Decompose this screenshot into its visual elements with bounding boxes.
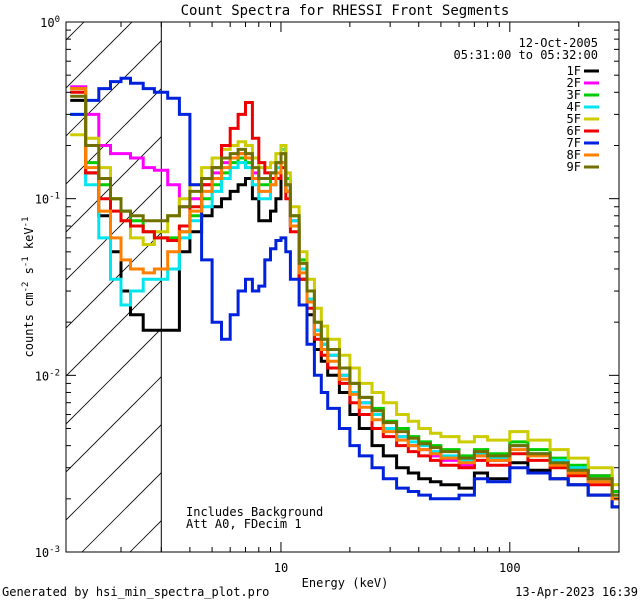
date-label: 12-Oct-2005 <box>519 36 598 50</box>
series-line-1F <box>70 98 619 509</box>
y-tick-label: 10-1 <box>35 192 60 207</box>
annotation-background: Includes Background <box>186 505 323 519</box>
hatched-region <box>66 22 162 552</box>
legend-label-4F: 4F <box>567 100 581 114</box>
hatch-line <box>66 184 162 281</box>
legend-label-6F: 6F <box>567 124 581 138</box>
legend-label-3F: 3F <box>567 88 581 102</box>
legend-label-8F: 8F <box>567 148 581 162</box>
hatch-line <box>66 136 162 233</box>
plot-frame <box>65 21 620 553</box>
series-line-7F <box>70 76 619 509</box>
legend-label-7F: 7F <box>567 136 581 150</box>
hatch-line <box>66 376 162 473</box>
hatch-line <box>66 424 162 521</box>
series-line-6F <box>70 90 619 501</box>
chart-title: Count Spectra for RHESSI Front Segments <box>181 3 510 19</box>
series-line-5F <box>70 133 619 487</box>
legend-label-1F: 1F <box>567 64 581 78</box>
hatch-line <box>66 88 162 185</box>
annotation-attenuator: Att A0, FDecim 1 <box>186 517 302 531</box>
series-line-4F <box>70 112 619 497</box>
y-tick-label: 10-3 <box>35 545 60 560</box>
hatch-line <box>66 280 162 377</box>
series-layer <box>70 76 619 509</box>
series-line-9F <box>70 94 619 497</box>
axis-ticks: 10-3 10-2 10-1 100 10 100 <box>35 15 620 575</box>
footer-generated-by: Generated by hsi_min_spectra_plot.pro <box>2 585 269 599</box>
hatch-line <box>66 40 162 137</box>
legend-label-5F: 5F <box>567 112 581 126</box>
y-tick-label: 100 <box>40 15 60 30</box>
series-line-8F <box>70 87 619 501</box>
hatch-line <box>129 520 162 552</box>
x-tick-label: 10 <box>274 561 288 575</box>
footer-timestamp: 13-Apr-2023 16:39 <box>515 585 638 599</box>
y-tick-label: 10-2 <box>35 368 60 383</box>
y-axis-label: counts cm-2 s-1 keV-1 <box>21 217 36 358</box>
legend-label-9F: 9F <box>567 160 581 174</box>
time-range-label: 05:31:00 to 05:32:00 <box>454 48 599 62</box>
hatch-line <box>66 232 162 329</box>
legend-label-2F: 2F <box>567 76 581 90</box>
series-line-3F <box>70 87 619 493</box>
x-axis-label: Energy (keV) <box>302 576 389 590</box>
x-tick-label: 100 <box>499 561 521 575</box>
